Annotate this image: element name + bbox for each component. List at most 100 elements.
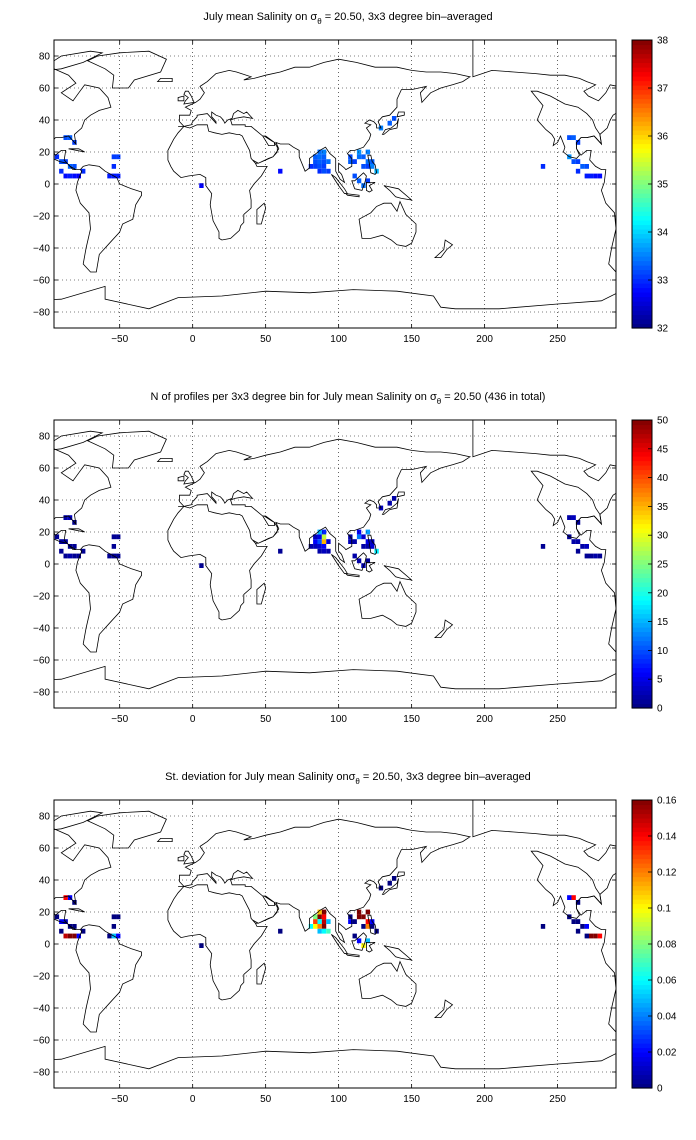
colorbar-tick-label: 38: [657, 36, 669, 47]
data-cell: [584, 553, 589, 559]
coastline: [383, 565, 413, 581]
data-cell: [76, 553, 82, 559]
colorbar-step: [632, 699, 652, 705]
colorbar-step: [632, 854, 652, 860]
colorbar-step: [632, 800, 652, 806]
colorbar-step: [632, 975, 652, 981]
data-cell: [567, 895, 572, 900]
colorbar-step: [632, 197, 652, 203]
data-cell: [352, 919, 357, 924]
colorbar-step: [632, 1025, 652, 1031]
colorbar-tick-label: 25: [657, 560, 669, 571]
coastline: [383, 945, 413, 961]
data-cell: [365, 149, 371, 155]
colorbar-tick-label: 10: [657, 646, 669, 657]
colorbar-step: [632, 447, 652, 453]
colorbar-tick-label: 0.1: [657, 904, 671, 915]
data-cell: [584, 164, 589, 169]
coastline: [381, 118, 399, 135]
data-cell: [571, 135, 576, 140]
colorbar-step: [632, 166, 652, 172]
data-cell: [76, 933, 82, 939]
y-tick-label: 0: [44, 940, 50, 951]
colorbar-step: [632, 211, 652, 217]
colorbar-step: [632, 179, 652, 185]
data-cell: [575, 140, 581, 145]
colorbar-step: [632, 1056, 652, 1062]
colorbar-tick-label: 37: [657, 84, 669, 95]
coastline: [366, 182, 376, 193]
data-cell: [321, 529, 327, 535]
x-tick-label: 0: [190, 1094, 196, 1105]
data-cell: [361, 534, 366, 540]
colorbar-step: [632, 157, 652, 163]
colorbar-step: [632, 890, 652, 896]
y-tick-label: 60: [39, 844, 51, 855]
colorbar-step: [632, 433, 652, 439]
colorbar-step: [632, 251, 652, 257]
y-tick-label: 20: [39, 148, 51, 159]
colorbar-step: [632, 984, 652, 990]
data-cell: [391, 876, 397, 881]
coastline: [183, 470, 195, 485]
x-tick-label: 150: [403, 714, 420, 725]
colorbar-step: [632, 618, 652, 624]
data-cell: [116, 933, 121, 939]
coastline: [54, 1045, 616, 1088]
colorbar-step: [632, 840, 652, 846]
colorbar-step: [632, 112, 652, 118]
data-cell: [308, 924, 314, 929]
colorbar-step: [632, 143, 652, 149]
colorbar-step: [632, 116, 652, 122]
colorbar-step: [632, 424, 652, 430]
data-cell: [81, 928, 86, 934]
colorbar-step: [632, 912, 652, 918]
coastline: [54, 285, 616, 328]
data-cell: [575, 919, 581, 924]
coastline: [366, 562, 376, 573]
data-cell: [107, 173, 112, 179]
panel-title: St. deviation for July mean Salinity onσ…: [165, 771, 531, 786]
data-cell: [321, 168, 327, 174]
colorbar-step: [632, 636, 652, 642]
data-cell: [107, 553, 112, 559]
data-cell: [317, 168, 322, 174]
coastline: [167, 818, 472, 1001]
data-cell: [313, 534, 318, 540]
data-cell: [59, 928, 64, 934]
data-cell: [111, 924, 117, 929]
data-cell: [365, 164, 371, 169]
colorbar-step: [632, 310, 652, 316]
colorbar-step: [632, 926, 652, 932]
data-cell: [575, 548, 581, 554]
colorbar-step: [632, 993, 652, 999]
data-cell: [326, 928, 331, 934]
coastline: [54, 430, 104, 451]
data-cell: [580, 924, 585, 929]
colorbar-step: [632, 582, 652, 588]
data-cell: [571, 895, 576, 900]
data-cell: [356, 558, 362, 564]
data-cell: [63, 135, 68, 140]
data-cell: [321, 534, 327, 540]
colorbar-step: [632, 550, 652, 556]
colorbar-step: [632, 429, 652, 435]
y-tick-label: −40: [33, 244, 50, 255]
data-cell: [352, 553, 357, 559]
colorbar-step: [632, 953, 652, 959]
coastline: [54, 448, 142, 653]
colorbar-step: [632, 962, 652, 968]
data-cell: [313, 914, 318, 920]
data-cell: [391, 496, 397, 501]
colorbar-step: [632, 260, 652, 266]
colorbar-step: [632, 622, 652, 628]
x-tick-label: 150: [403, 334, 420, 345]
colorbar-step: [632, 872, 652, 878]
coastline: [344, 953, 360, 958]
data-cell: [593, 553, 598, 559]
colorbar-step: [632, 460, 652, 466]
data-cell: [365, 159, 371, 164]
coastline: [54, 828, 142, 1033]
coastline: [367, 914, 378, 935]
y-tick-label: 40: [39, 496, 51, 507]
